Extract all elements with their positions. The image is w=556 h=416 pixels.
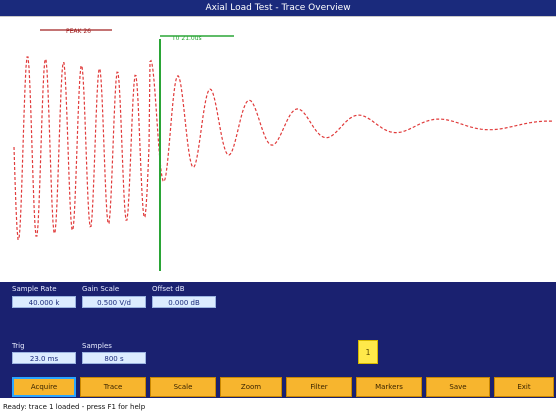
status-bar: Ready: trace 1 loaded - press F1 for hel…: [0, 398, 556, 416]
green-marker-label: T0 21.0us: [171, 35, 202, 42]
channel-indicator[interactable]: 1: [358, 340, 378, 364]
window-title: Axial Load Test - Trace Overview: [205, 3, 351, 13]
field-label-samples: Samples: [82, 342, 112, 350]
field-label-gain: Gain Scale: [82, 285, 120, 293]
field-label-sample-rate: Sample Rate: [12, 285, 57, 293]
sample-rate-field[interactable]: 40.000 k: [12, 296, 76, 308]
acquire-button[interactable]: Acquire: [12, 377, 76, 397]
filter-button[interactable]: Filter: [286, 377, 352, 397]
trigger-field[interactable]: 23.0 ms: [12, 352, 76, 364]
zoom-button[interactable]: Zoom: [220, 377, 282, 397]
parameter-panel: Sample Rate Gain Scale Offset dB 40.000 …: [0, 282, 556, 376]
markers-button[interactable]: Markers: [356, 377, 422, 397]
field-label-trigger: Trig: [12, 342, 25, 350]
save-button[interactable]: Save: [426, 377, 490, 397]
function-toolbar: Acquire Trace Scale Zoom Filter Markers …: [0, 376, 556, 398]
offset-field[interactable]: 0.000 dB: [152, 296, 216, 308]
field-label-offset: Offset dB: [152, 285, 185, 293]
gain-field[interactable]: 0.500 V/d: [82, 296, 146, 308]
waveform-svg: PEAK 26 T0 21.0us: [13, 28, 552, 271]
signal-trace: [13, 56, 552, 240]
exit-button[interactable]: Exit: [494, 377, 554, 397]
samples-field[interactable]: 800 s: [82, 352, 146, 364]
red-annotation-label: PEAK 26: [66, 28, 91, 35]
waveform-plot[interactable]: PEAK 26 T0 21.0us: [0, 16, 556, 283]
trace-button[interactable]: Trace: [80, 377, 146, 397]
status-text: Ready: trace 1 loaded - press F1 for hel…: [3, 403, 146, 411]
scale-button[interactable]: Scale: [150, 377, 216, 397]
title-bar: Axial Load Test - Trace Overview: [0, 0, 556, 16]
